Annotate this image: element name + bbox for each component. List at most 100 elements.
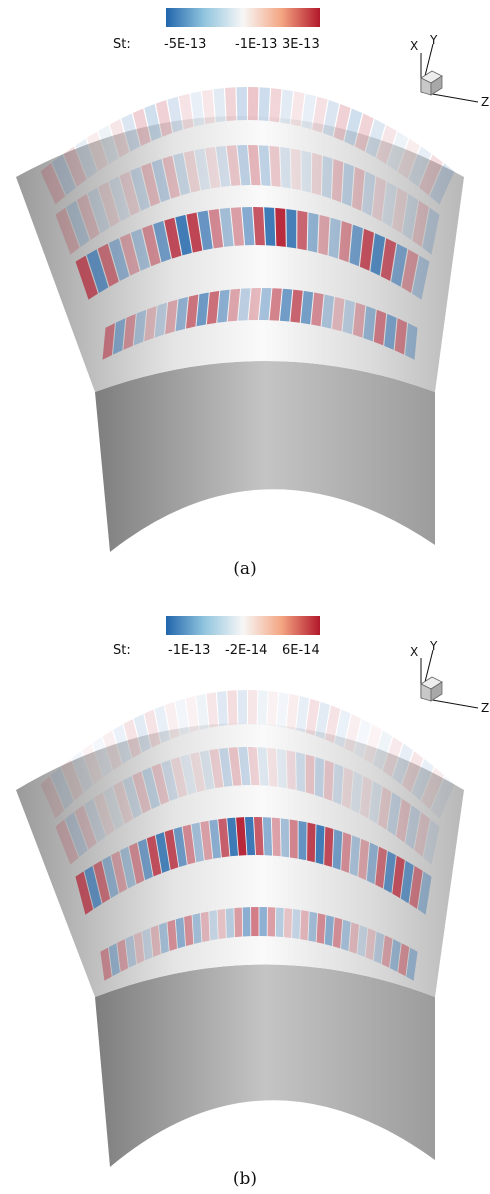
mode-stripe [213,88,226,123]
mode-stripe [132,771,151,814]
mode-stripe [316,913,326,944]
mode-stripe [411,759,434,801]
mode-stripe [98,181,120,228]
mode-stripe [405,323,418,360]
mode-stripe [186,212,203,253]
mode-stripe [161,759,179,802]
mode-stripe [200,911,210,943]
mode-stripe [365,928,376,961]
mode-stripe [155,832,170,873]
mode-stripe [165,701,180,740]
mode-bands [40,87,455,360]
mode-stripe [55,819,79,865]
mode-stripe [383,850,396,894]
mode-stripe [328,217,341,259]
mode-stripe [408,146,432,187]
mode-stripe [354,113,374,152]
mode-stripe [341,767,353,809]
colorbar-gradient [166,8,320,27]
mode-stripe [217,909,226,940]
mode-stripe [382,181,397,228]
mode-stripe [184,915,194,946]
mode-stripe [296,696,310,733]
axis-z-label: Z [481,95,489,109]
mode-stripe [151,159,171,203]
mode-stripe [196,292,209,327]
mode-stripe [190,752,206,793]
colorbar-tick: 3E-13 [282,37,320,52]
mode-stripe [165,299,178,335]
mode-stripe [339,220,352,263]
mode-stripe [276,692,289,728]
mode-stripe [230,207,245,246]
mode-stripe [389,939,401,972]
mode-stripe [111,850,128,894]
mode-stripe [405,805,421,850]
mode-stripe [323,759,334,802]
mode-stripe [378,786,392,830]
mode-stripe [155,100,173,137]
mode-stripe [401,751,424,793]
mode-stripe [422,207,440,255]
panel-b: St: -1E-13 -2E-14 6E-14 X Y Z (b) [0,597,490,1194]
mode-stripe [397,138,420,179]
colorbar-tick: 6E-14 [282,643,320,658]
mode-stripe [122,776,142,819]
mode-stripe [113,724,132,764]
mode-stripe [242,907,251,937]
panel-a: St: -5E-13 -1E-13 3E-13 X Y Z (a) [16,8,489,579]
mode-stripe [93,792,115,836]
mode-stripe [396,798,411,843]
mode-stripe [318,214,330,256]
mode-stripe [196,693,209,730]
colorbar-tick: -5E-13 [164,37,206,52]
mode-stripe [108,943,120,977]
mode-stripe [264,207,276,246]
mode-stripe [321,294,335,329]
mode-stripe [109,176,130,222]
mode-stripe [311,292,324,327]
mode-stripe [71,751,94,793]
mode-stripe [409,865,423,909]
mode-stripe [412,255,430,300]
mode-stripe [109,119,130,158]
mode-stripe [164,829,179,870]
mode-stripe [227,817,239,857]
mode-stripe [423,819,440,865]
colorbar-label: St: [113,643,131,658]
mode-stripe [75,871,94,915]
mode-stripe [290,91,305,127]
mode-stripe [370,233,386,276]
mode-stripe [257,747,269,786]
mode-stripe [102,855,119,899]
mode-stripe [208,208,224,249]
mode-stripe [305,754,315,795]
mode-stripe [344,108,363,146]
figure-a: St: -5E-13 -1E-13 3E-13 X Y Z [16,8,489,552]
mode-stripe [247,690,258,725]
mode-stripe [349,835,361,877]
mode-stripe [394,318,408,355]
mode-stripe [52,154,76,196]
mode-stripe [286,750,296,790]
mode-stripe [227,288,241,322]
mode-stripe [84,865,102,909]
mode-stripe [381,935,393,968]
mode-stripe [315,701,330,740]
mode-stripe [173,152,191,196]
mode-stripe [280,147,291,189]
mode-stripe [142,928,153,961]
mode-stripe [117,939,129,972]
mode-stripe [245,817,256,856]
axis-triad: X Y Z [410,33,489,109]
mode-stripe [259,288,272,321]
mode-stripe [226,145,241,186]
mode-stripe [321,155,333,199]
mode-stripe [324,826,334,868]
mode-stripe [387,792,402,836]
mode-stripe [61,759,84,801]
mode-stripe [292,909,301,940]
mode-stripe [366,842,379,885]
colorbar-label: St: [113,37,131,52]
mode-stripe [421,767,445,810]
